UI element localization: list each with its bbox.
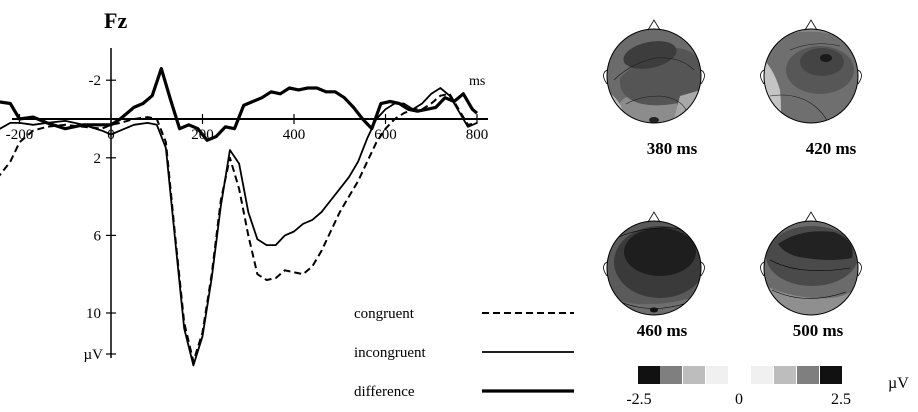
- topomap-500: 500 ms: [760, 211, 862, 340]
- y-unit-label: µV: [84, 347, 104, 363]
- x-tick-label: 800: [466, 127, 489, 143]
- x-tick-label: -200: [6, 127, 34, 143]
- topomap-label-460: 460 ms: [637, 321, 688, 340]
- series-layer: [0, 67, 479, 367]
- topomap-380: 380 ms: [603, 19, 705, 158]
- topomap-label-380: 380 ms: [647, 139, 698, 158]
- series-line-incongruent: [0, 87, 478, 367]
- legend-label-congruent: congruent: [354, 306, 415, 322]
- colorbar-swatch: [660, 366, 682, 384]
- colorbar-unit-label: µV: [888, 375, 909, 392]
- topomap-label-420: 420 ms: [806, 139, 857, 158]
- series-line-difference: [0, 67, 479, 142]
- y-tick-label: 2: [94, 151, 102, 167]
- legend: congruent incongruent difference: [354, 306, 574, 400]
- legend-label-incongruent: incongruent: [354, 345, 426, 361]
- topomap-420: 420 ms: [760, 19, 862, 158]
- colorbar-mid-label: 0: [735, 391, 743, 408]
- y-tick-label: 6: [94, 228, 102, 244]
- colorbar-swatch: [820, 366, 842, 384]
- x-tick-label: 400: [283, 127, 306, 143]
- x-tick-label: 600: [374, 127, 397, 143]
- colorbar-swatch: [638, 366, 660, 384]
- colorbar-swatch: [683, 366, 705, 384]
- colorbar-swatch: [797, 366, 819, 384]
- colorbar-swatch: [751, 366, 773, 384]
- y-tick-label: -2: [89, 73, 102, 89]
- topomap-label-500: 500 ms: [793, 321, 844, 340]
- topomap-460: 460 ms: [603, 211, 705, 340]
- chart-title: Fz: [104, 8, 127, 33]
- colorbar-min-label: -2.5: [626, 391, 651, 408]
- axes: [12, 48, 488, 358]
- y-tick-label: 10: [86, 306, 101, 322]
- legend-label-difference: difference: [354, 384, 415, 400]
- colorbar-swatches: [638, 366, 842, 384]
- colorbar-max-label: 2.5: [831, 391, 851, 408]
- colorbar: -2.5 0 2.5 µV: [626, 366, 909, 408]
- series-line-congruent: [0, 92, 478, 363]
- colorbar-swatch: [774, 366, 796, 384]
- x-axis-unit-label: ms: [469, 74, 485, 89]
- colorbar-swatch: [706, 366, 728, 384]
